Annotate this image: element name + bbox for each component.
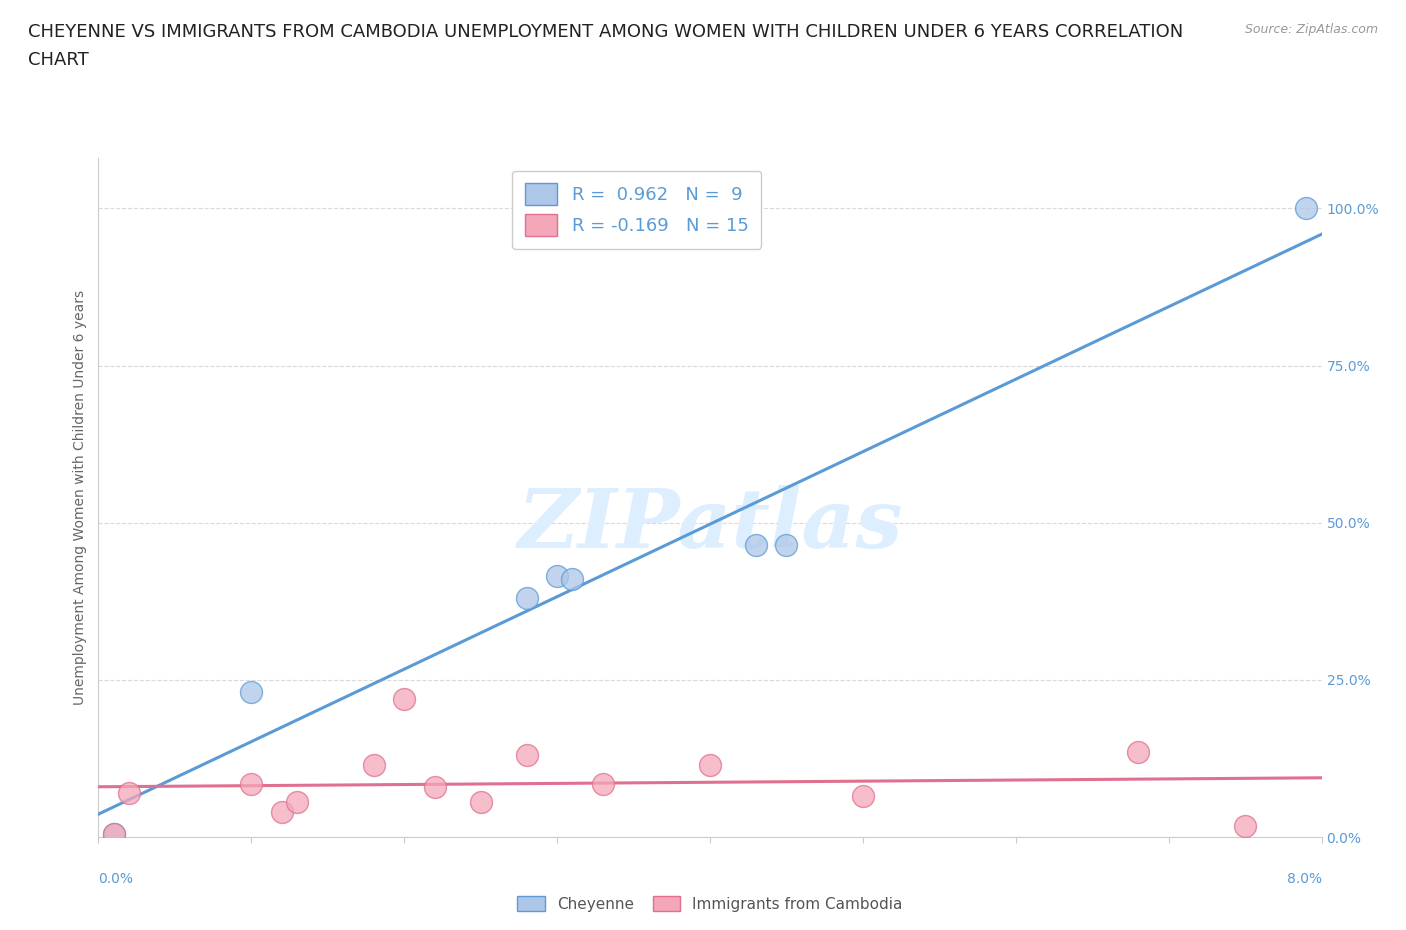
Point [423, 779, 446, 794]
Point [270, 804, 294, 819]
Point [592, 777, 614, 791]
Point [546, 568, 568, 583]
Point [516, 591, 538, 605]
Point [745, 538, 768, 552]
Text: ZIPatlas: ZIPatlas [517, 485, 903, 565]
Point [1234, 818, 1257, 833]
Point [470, 795, 492, 810]
Point [561, 572, 583, 587]
Text: CHART: CHART [28, 51, 89, 69]
Point [392, 691, 416, 706]
Point [852, 789, 875, 804]
Point [1295, 201, 1317, 216]
Legend: Cheyenne, Immigrants from Cambodia: Cheyenne, Immigrants from Cambodia [512, 889, 908, 918]
Point [118, 786, 141, 801]
Text: 0.0%: 0.0% [98, 871, 134, 885]
Text: CHEYENNE VS IMMIGRANTS FROM CAMBODIA UNEMPLOYMENT AMONG WOMEN WITH CHILDREN UNDE: CHEYENNE VS IMMIGRANTS FROM CAMBODIA UNE… [28, 23, 1184, 41]
Point [240, 685, 263, 700]
Text: 8.0%: 8.0% [1286, 871, 1322, 885]
Point [363, 757, 385, 772]
Point [1128, 745, 1150, 760]
Point [103, 827, 125, 842]
Point [285, 795, 308, 810]
Point [240, 777, 263, 791]
Point [699, 757, 721, 772]
Point [516, 748, 538, 763]
Point [775, 538, 797, 552]
Text: Source: ZipAtlas.com: Source: ZipAtlas.com [1244, 23, 1378, 36]
Point [103, 827, 125, 842]
Y-axis label: Unemployment Among Women with Children Under 6 years: Unemployment Among Women with Children U… [73, 290, 87, 705]
